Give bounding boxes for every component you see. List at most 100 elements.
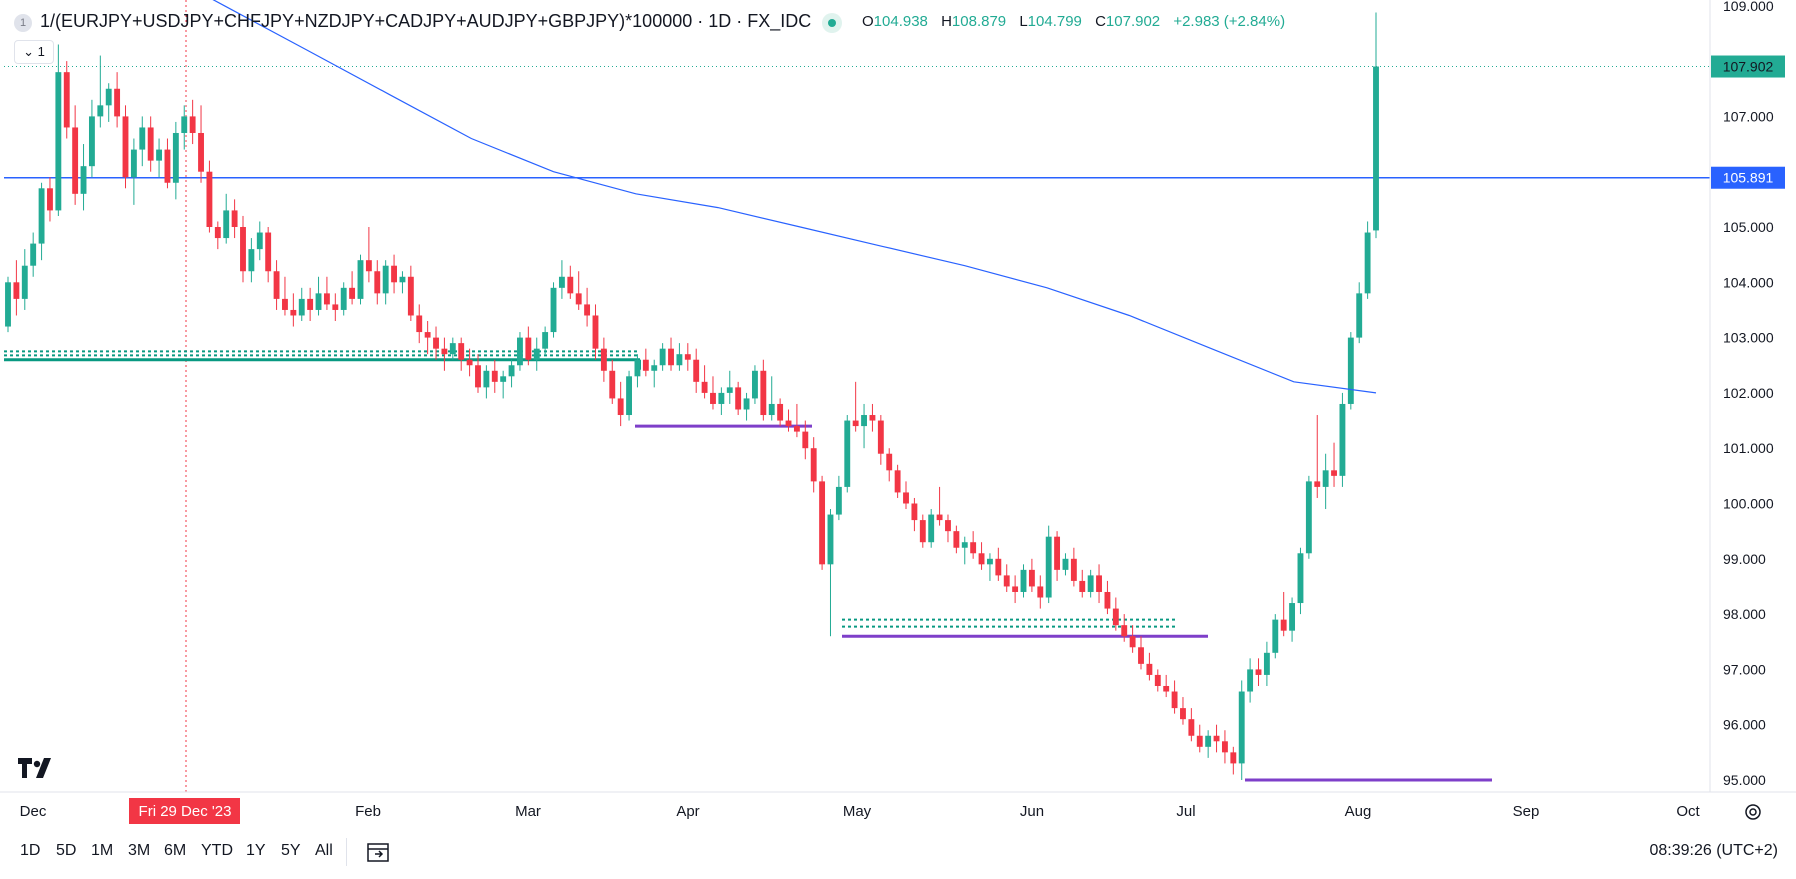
- candle-body: [1188, 719, 1195, 736]
- candle: [1263, 641, 1270, 686]
- candle-body: [433, 337, 439, 349]
- candle: [609, 359, 616, 404]
- candle-body: [1045, 536, 1052, 598]
- candle: [617, 381, 624, 427]
- candle-body: [760, 370, 767, 416]
- timeframe-6m-button[interactable]: 6M: [164, 842, 187, 859]
- candle: [1146, 652, 1153, 681]
- market-open-icon: [822, 13, 842, 33]
- candle: [735, 381, 742, 416]
- candle: [475, 354, 481, 393]
- candle-body: [928, 514, 935, 543]
- candle: [827, 509, 834, 637]
- candle-body: [701, 381, 708, 393]
- candle-body: [382, 265, 389, 294]
- candle: [424, 321, 431, 355]
- candle: [466, 348, 473, 377]
- candle: [1188, 708, 1195, 742]
- candle-body: [130, 149, 137, 178]
- candle-body: [105, 88, 112, 106]
- candle-body: [391, 265, 397, 283]
- candle: [1221, 730, 1228, 764]
- clock-readout[interactable]: 08:39:26 (UTC+2): [1649, 842, 1778, 859]
- symbol-title[interactable]: 1/(EURJPY+USDJPY+CHFJPY+NZDJPY+CADJPY+AU…: [40, 11, 812, 31]
- high-key: H: [941, 13, 952, 30]
- close-value: 107.902: [1105, 13, 1161, 30]
- candle-body: [575, 293, 582, 305]
- candle-body: [970, 542, 977, 554]
- candle-body: [894, 470, 901, 493]
- candle-body: [357, 260, 364, 299]
- timeframe-5y-button[interactable]: 5Y: [281, 842, 301, 859]
- candle: [835, 475, 842, 521]
- candle: [416, 304, 423, 344]
- candle: [1020, 564, 1027, 598]
- candle: [592, 304, 599, 360]
- candle: [38, 182, 45, 261]
- candle-body: [1138, 647, 1144, 664]
- candle-body: [1054, 536, 1061, 570]
- candle-body: [1079, 580, 1086, 592]
- candle-body: [1196, 735, 1203, 747]
- candle: [332, 293, 339, 322]
- x-tick-label: Oct: [1676, 803, 1700, 820]
- candle: [1112, 597, 1119, 631]
- candle: [1054, 531, 1061, 581]
- candle: [290, 293, 297, 327]
- timeframe-5d-button[interactable]: 5D: [56, 842, 77, 859]
- candle: [810, 437, 817, 493]
- calendar-goto-icon[interactable]: [364, 838, 392, 866]
- candle-body: [114, 88, 121, 117]
- open-value: 104.938: [873, 13, 928, 30]
- candle: [1070, 547, 1077, 587]
- candle: [693, 348, 700, 393]
- timeframe-3m-button[interactable]: 3M: [128, 842, 151, 859]
- candle: [785, 409, 792, 432]
- candle: [382, 260, 389, 305]
- y-tick-label: 107.000: [1723, 108, 1774, 124]
- candle-body: [659, 348, 666, 366]
- candle-body: [323, 293, 330, 305]
- candle-body: [584, 304, 591, 316]
- candle: [172, 121, 179, 200]
- candle: [340, 282, 347, 316]
- candle: [936, 486, 943, 526]
- gear-icon[interactable]: [1742, 801, 1764, 823]
- timeframe-1y-button[interactable]: 1Y: [246, 842, 266, 859]
- candle-body: [919, 520, 926, 543]
- symbol-badge[interactable]: 1: [14, 14, 32, 32]
- candle: [30, 232, 37, 277]
- candle: [1356, 282, 1363, 344]
- candle-body: [1263, 652, 1270, 675]
- candle-body: [911, 503, 918, 521]
- candlestick-series: [5, 12, 1379, 780]
- timeframe-1d-button[interactable]: 1D: [20, 842, 41, 859]
- candle-body: [172, 132, 179, 183]
- horizontal-level-badge: [1711, 166, 1785, 189]
- candle-body: [642, 359, 649, 371]
- candle: [1314, 415, 1321, 498]
- candle-body: [710, 392, 716, 404]
- last-price-badge: [1711, 55, 1785, 78]
- timeframe-all-button[interactable]: All: [315, 842, 333, 859]
- candle-body: [407, 276, 414, 316]
- candle-body: [869, 415, 876, 421]
- candle: [1045, 525, 1052, 604]
- candle: [642, 348, 649, 377]
- candle-body: [953, 531, 960, 548]
- x-tick-label: Feb: [355, 803, 381, 820]
- open-key: O: [862, 13, 874, 30]
- x-tick-label: Jun: [1020, 803, 1044, 820]
- candle: [600, 337, 607, 382]
- candle: [844, 415, 851, 493]
- candle-body: [1003, 575, 1010, 587]
- candle-body: [424, 332, 431, 338]
- candle: [701, 365, 708, 399]
- interval-toggle[interactable]: ⌄ 1: [14, 40, 54, 64]
- candle-body: [1364, 232, 1371, 294]
- timeframe-ytd-button[interactable]: YTD: [201, 842, 233, 859]
- candle-body: [1171, 691, 1178, 709]
- timeframe-1m-button[interactable]: 1M: [91, 842, 114, 859]
- candle-body: [256, 232, 263, 250]
